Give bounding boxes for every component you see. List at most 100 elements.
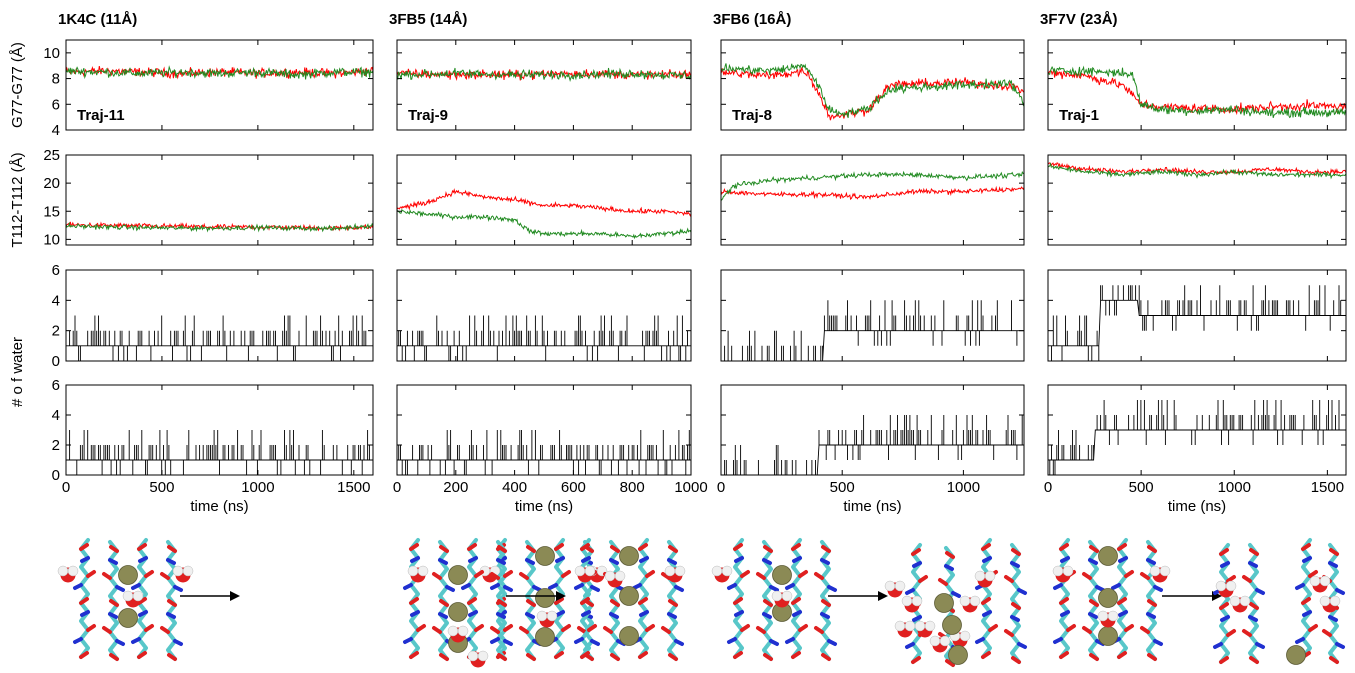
water-molecule xyxy=(407,565,429,583)
y-tick-label: 25 xyxy=(43,147,60,164)
channel-structure xyxy=(1052,538,1171,661)
y-tick-label: 4 xyxy=(52,407,60,424)
x-tick-label: 1000 xyxy=(1218,479,1251,496)
x-tick-label: 1000 xyxy=(947,479,980,496)
x-axis-label: time (ns) xyxy=(843,498,901,515)
y-tick-label: 10 xyxy=(43,231,60,248)
x-tick-label: 600 xyxy=(561,479,586,496)
panel-water2: 0 500 1000 xyxy=(717,384,1025,496)
y-tick-label: 4 xyxy=(52,122,60,139)
x-tick-label: 500 xyxy=(830,479,855,496)
water-molecule xyxy=(447,625,469,643)
y-tick-label: 15 xyxy=(43,203,60,220)
y-tick-label: 10 xyxy=(43,45,60,62)
panel-g77: Traj-9 xyxy=(396,39,692,131)
water-molecule xyxy=(894,620,916,638)
panel-g77: 4 6 8 10 G77-G77 (Å) Traj-11 xyxy=(9,39,374,139)
water-count-trace xyxy=(66,430,373,475)
x-tick-label: 500 xyxy=(1129,479,1154,496)
x-axis-label: time (ns) xyxy=(1168,498,1226,515)
water-molecule xyxy=(711,565,733,583)
plot-area xyxy=(721,170,1024,201)
protein-backbone-stick xyxy=(1053,538,1076,659)
chart-title: 3F7V (23Å) xyxy=(1040,11,1118,28)
disrupted-channel xyxy=(884,538,1027,667)
x-tick-label: 1500 xyxy=(1311,479,1344,496)
panel-water1 xyxy=(720,269,1025,362)
water-molecule xyxy=(536,610,558,628)
panel-frame xyxy=(720,154,1025,246)
chart-title: 1K4C (11Å) xyxy=(58,11,137,28)
protein-backbone-stick xyxy=(403,538,426,659)
water-molecule xyxy=(914,620,936,638)
water-count-trace xyxy=(1048,400,1346,475)
protein-backbone-stick xyxy=(756,540,779,661)
series-line-red xyxy=(721,67,1024,121)
protein-backbone-stick xyxy=(490,540,513,661)
ion-sphere xyxy=(118,608,138,628)
protein-backbone-stick xyxy=(1140,540,1163,661)
ion-sphere xyxy=(619,586,639,606)
ion-sphere xyxy=(1098,588,1118,608)
protein-backbone-stick xyxy=(661,540,684,661)
x-tick-label: 800 xyxy=(620,479,645,496)
protein-backbone-stick xyxy=(785,538,808,659)
protein-backbone-stick xyxy=(519,540,542,661)
panel-g77: Traj-1 xyxy=(1047,39,1347,131)
protein-backbone-stick xyxy=(432,540,455,661)
water-molecule xyxy=(1052,565,1074,583)
panel-t112 xyxy=(396,154,692,246)
protein-backbone-stick xyxy=(975,538,998,659)
ion-sphere xyxy=(535,588,555,608)
water-molecule xyxy=(574,565,596,583)
protein-backbone-stick xyxy=(160,540,183,661)
molecular-illustrations xyxy=(57,538,1345,668)
ion-sphere xyxy=(118,565,138,585)
panel-g77: Traj-8 xyxy=(720,39,1025,131)
x-tick-label: 1000 xyxy=(241,479,274,496)
panel-t112: 10 15 20 25 T112-T112 (Å) xyxy=(9,147,374,248)
protein-backbone-stick xyxy=(102,540,125,661)
transition-arrow xyxy=(180,591,240,601)
ion-sphere xyxy=(619,626,639,646)
series-line-green xyxy=(397,208,691,240)
x-tick-label: 0 xyxy=(1044,479,1052,496)
water-molecule xyxy=(1319,595,1341,613)
series-line-green xyxy=(721,63,1024,119)
channel-structure xyxy=(403,538,513,668)
series-line-green xyxy=(1048,162,1346,180)
water-molecule xyxy=(974,570,996,588)
x-tick-label: 0 xyxy=(717,479,725,496)
trajectory-annotation: Traj-1 xyxy=(1059,107,1099,124)
chart-column-2: 3FB5 (14Å) Traj-9 0 200 400 600 800 1000 time (n… xyxy=(389,11,708,515)
panel-water2: 0 500 1000 1500 xyxy=(1044,384,1347,496)
series-line-green xyxy=(721,170,1024,201)
panel-t112 xyxy=(1047,154,1347,246)
water-count-trace xyxy=(397,430,691,475)
series-line-green xyxy=(66,221,373,233)
water-molecule xyxy=(949,630,971,648)
y-tick-label: 6 xyxy=(52,262,60,279)
x-tick-label: 0 xyxy=(393,479,401,496)
y-tick-label: 8 xyxy=(52,71,60,88)
y-tick-label: 0 xyxy=(52,353,60,370)
transition-arrow xyxy=(1162,591,1222,601)
plot-area xyxy=(397,315,691,361)
ion-sphere xyxy=(1098,626,1118,646)
panel-water2: 0 200 400 600 800 1000 xyxy=(393,384,708,496)
water-molecule xyxy=(1309,575,1331,593)
water-molecule xyxy=(1097,610,1119,628)
panel-frame xyxy=(1047,39,1347,131)
trajectory-annotation: Traj-9 xyxy=(408,107,448,124)
water-molecule xyxy=(959,595,981,613)
channel-structure xyxy=(711,538,837,661)
x-axis-label: time (ns) xyxy=(190,498,248,515)
protein-backbone-stick xyxy=(1242,543,1265,664)
plot-area xyxy=(721,63,1024,121)
ion-sphere xyxy=(948,645,968,665)
protein-backbone-stick xyxy=(1295,538,1318,659)
plot-area xyxy=(397,430,691,475)
y-tick-label: 0 xyxy=(52,467,60,484)
panel-frame xyxy=(720,39,1025,131)
